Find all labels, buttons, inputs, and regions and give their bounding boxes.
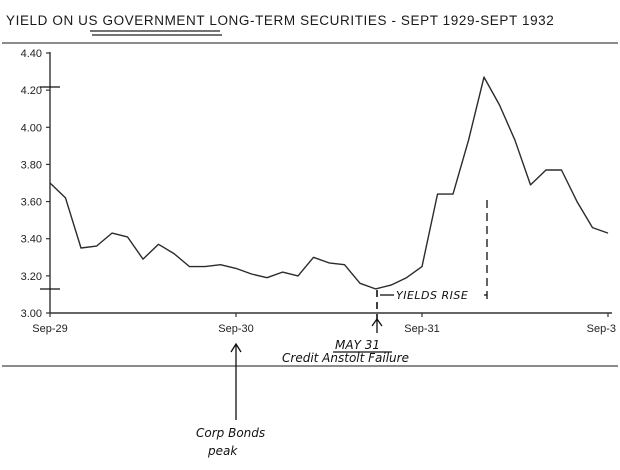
corp-bonds-label-2: peak <box>207 444 238 458</box>
x-tick-label: Sep-29 <box>32 323 67 335</box>
y-tick-label: 3.60 <box>21 197 42 209</box>
y-tick-label: 4.20 <box>21 85 42 97</box>
corp-bonds-label-1: Corp Bonds <box>196 426 265 440</box>
yield-series-line <box>49 76 609 290</box>
y-tick-label: 3.40 <box>21 234 42 246</box>
y-tick-group: 3.00 3.20 3.40 3.60 3.80 4.00 4.20 4.40 <box>21 48 50 320</box>
x-tick-label: Sep-30 <box>218 323 253 335</box>
yields-rise-label: YIELDS RISE <box>396 289 468 302</box>
y-tick-label: 3.00 <box>21 308 42 320</box>
y-tick-label: 3.20 <box>21 271 42 283</box>
x-tick-label: Sep-31 <box>404 323 439 335</box>
y-tick-label: 3.80 <box>21 159 42 171</box>
x-tick-group: Sep-29 Sep-30 Sep-31 Sep-3 <box>32 313 616 335</box>
y-tick-label: 4.00 <box>21 122 42 134</box>
x-tick-label: Sep-3 <box>587 323 616 335</box>
y-tick-label: 4.40 <box>21 48 42 60</box>
may31-event-label: Credit Anstolt Failure <box>282 351 409 365</box>
chart-title: YIELD ON US GOVERNMENT LONG-TERM SECURIT… <box>6 13 554 28</box>
may31-date-label: MAY 31 <box>335 338 380 352</box>
corp-bonds-arrow <box>230 342 242 420</box>
may31-arrow <box>371 317 383 333</box>
